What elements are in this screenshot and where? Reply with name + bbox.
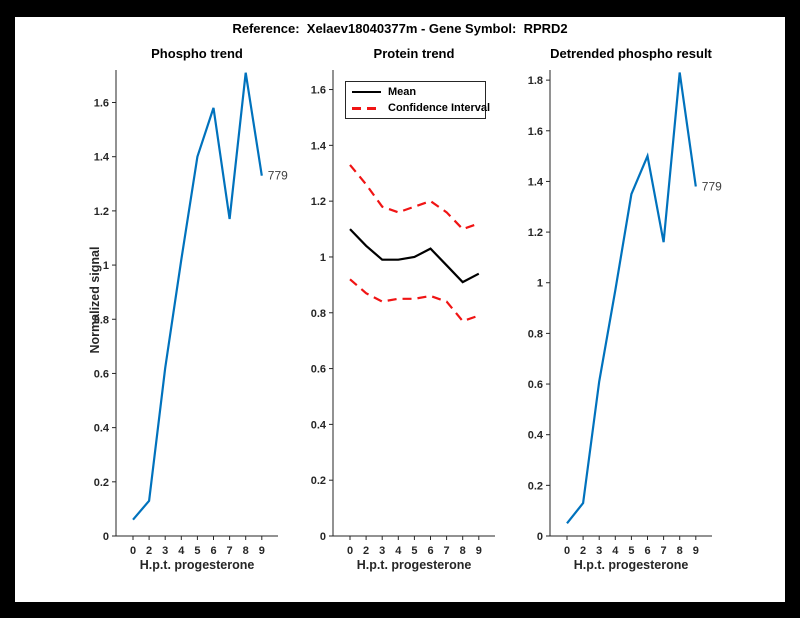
y-tick-label: 1.2 — [94, 206, 109, 218]
y-tick-label: 1.8 — [528, 75, 543, 87]
x-tick-label: 2 — [580, 545, 586, 557]
y-tick-label: 1.4 — [94, 152, 110, 164]
point-annotation: 779 — [268, 169, 288, 183]
x-tick-label: 7 — [661, 545, 667, 557]
y-tick-label: 0.6 — [311, 364, 326, 376]
y-tick-label: 1.6 — [528, 126, 543, 138]
y-tick-label: 0.4 — [94, 423, 110, 435]
y-tick-label: 0 — [320, 531, 326, 543]
x-tick-label: 7 — [227, 545, 233, 557]
y-tick-label: 0.8 — [311, 308, 326, 320]
x-tick-label: 8 — [677, 545, 683, 557]
legend-entry-mean: Mean — [346, 84, 485, 100]
detrended-phospho-title: Detrended phospho result — [550, 46, 712, 61]
x-tick-label: 6 — [427, 545, 433, 557]
y-tick-label: 1.4 — [528, 176, 544, 188]
y-tick-label: 0.6 — [94, 368, 109, 380]
y-tick-label: 1 — [537, 278, 543, 290]
y-tick-label: 0.2 — [528, 480, 543, 492]
y-tick-label: 1 — [103, 260, 109, 272]
y-tick-label: 1.6 — [94, 98, 109, 110]
y-tick-label: 0.8 — [94, 314, 109, 326]
mean-line-sample — [352, 90, 381, 93]
figure-canvas: Reference: Xelaev18040377m - Gene Symbol… — [15, 17, 785, 602]
x-tick-label: 8 — [460, 545, 466, 557]
x-tick-label: 5 — [194, 545, 200, 557]
x-tick-label: 7 — [444, 545, 450, 557]
y-tick-label: 0 — [103, 531, 109, 543]
x-tick-label: 5 — [411, 545, 417, 557]
x-tick-label: 9 — [259, 545, 265, 557]
x-tick-label: 9 — [693, 545, 699, 557]
x-tick-label: 8 — [243, 545, 249, 557]
x-tick-label: 9 — [476, 545, 482, 557]
legend-entry-ci: Confidence Interval — [346, 100, 490, 116]
phospho-trend-title: Phospho trend — [151, 46, 243, 61]
ci-upper-line — [349, 164, 480, 231]
x-axis-label-3: H.p.t. progesterone — [573, 558, 689, 572]
figure-title: Reference: Xelaev18040377m - Gene Symbol… — [232, 21, 568, 36]
y-tick-label: 0.2 — [311, 475, 326, 487]
y-tick-label: 0 — [537, 531, 543, 543]
y-tick-label: 0.4 — [528, 430, 544, 442]
x-axis-label-1: H.p.t. progesterone — [139, 558, 255, 572]
ci-lower-line — [349, 278, 480, 323]
x-tick-label: 0 — [564, 545, 570, 557]
x-tick-label: 6 — [210, 545, 216, 557]
y-tick-label: 0.8 — [528, 328, 543, 340]
phospho-line — [132, 72, 263, 521]
y-tick-label: 1 — [320, 252, 326, 264]
protein-trend-title: Protein trend — [373, 46, 455, 61]
y-tick-label: 0.2 — [94, 477, 109, 489]
x-tick-label: 2 — [146, 545, 152, 557]
ci-line-sample — [352, 107, 381, 110]
y-tick-label: 1.6 — [311, 85, 326, 97]
x-tick-label: 3 — [162, 545, 168, 557]
y-tick-label: 1.2 — [311, 196, 326, 208]
protein-trend-chart: 00.20.40.60.811.21.41.60 2 3 4 5 6 7 8 9 — [311, 70, 495, 557]
legend: Mean Confidence Interval — [345, 81, 490, 119]
point-annotation: 779 — [702, 180, 722, 194]
x-axis-label-2: H.p.t. progesterone — [356, 558, 472, 572]
x-tick-label: 6 — [644, 545, 650, 557]
axes: 00.20.40.60.811.21.41.60 2 3 4 5 6 7 8 9 — [94, 70, 278, 557]
y-tick-label: 0.4 — [311, 419, 327, 431]
x-tick-label: 3 — [596, 545, 602, 557]
y-tick-label: 0.6 — [528, 379, 543, 391]
legend-label-mean: Mean — [388, 85, 417, 98]
x-tick-label: 4 — [178, 545, 185, 557]
x-tick-label: 2 — [363, 545, 369, 557]
x-tick-label: 4 — [395, 545, 402, 557]
y-tick-label: 1.2 — [528, 227, 543, 239]
detrended-line — [566, 72, 697, 524]
x-tick-label: 0 — [130, 545, 136, 557]
x-tick-label: 5 — [628, 545, 634, 557]
mean-line — [349, 228, 480, 284]
axes: 00.20.40.60.811.21.41.61.80 2 3 4 5 6 7 8 9 — [528, 70, 712, 557]
x-tick-label: 3 — [379, 545, 385, 557]
x-tick-label: 4 — [612, 545, 619, 557]
y-tick-label: 1.4 — [311, 140, 327, 152]
x-tick-label: 0 — [347, 545, 353, 557]
axes: 00.20.40.60.811.21.41.60 2 3 4 5 6 7 8 9 — [311, 70, 495, 557]
legend-label-ci: Confidence Interval — [388, 102, 491, 115]
